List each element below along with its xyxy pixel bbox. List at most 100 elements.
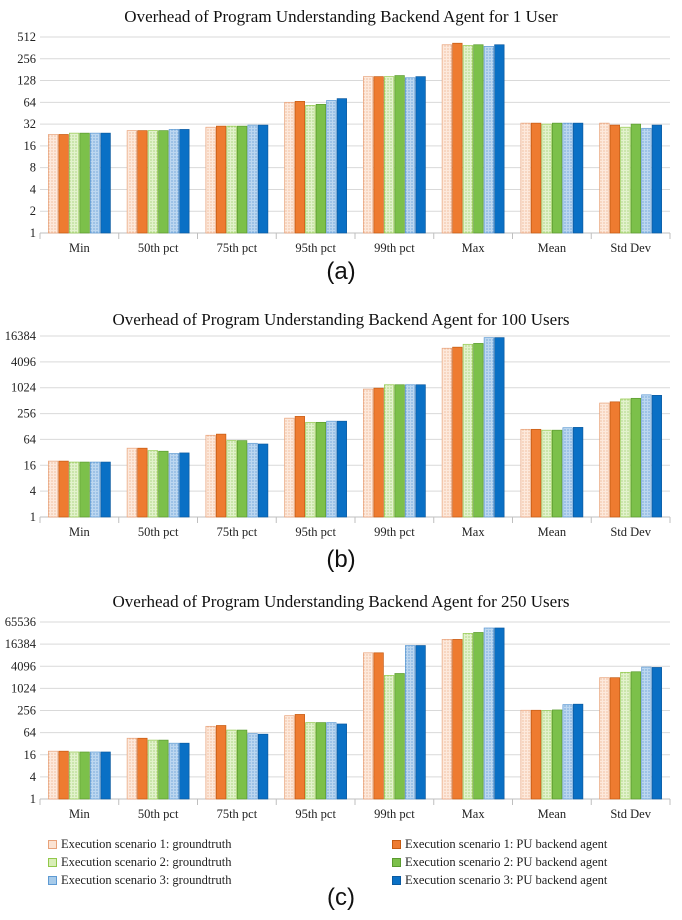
y-tick-label: 256 [17,407,36,421]
bar [137,130,148,234]
bar [573,427,584,518]
bar [216,433,227,518]
bar [58,750,69,800]
bar [541,429,552,518]
bar [620,126,631,234]
legend-item: Execution scenario 1: PU backend agent [392,837,607,852]
y-tick-label: 1 [30,792,36,806]
bar [58,460,69,518]
panel-a-label: (a) [326,258,356,285]
bar [405,645,416,800]
bar [205,126,216,234]
bar [247,442,258,518]
bar [326,100,337,234]
bar [90,461,101,518]
bar [415,76,426,234]
legend-label: Execution scenario 2: PU backend agent [405,855,608,869]
x-tick-label: Max [462,807,486,821]
x-tick-label: Min [69,525,91,539]
bar [373,387,384,518]
bar [79,461,90,518]
bar [573,122,584,234]
bar [90,132,101,234]
bar [179,452,190,518]
bar [620,671,631,800]
bar [79,751,90,800]
bar [294,714,305,800]
legend-swatch [48,858,57,867]
x-tick-label: 95th pct [295,807,336,821]
bar [58,134,69,234]
bar [641,666,652,800]
bar [258,443,269,518]
bar [158,130,169,234]
bar [384,675,395,800]
bar [641,127,652,234]
x-tick-label: 50th pct [138,807,179,821]
bar [90,751,101,800]
legend-swatch [392,876,401,885]
y-tick-label: 16 [24,748,37,762]
bar [284,101,295,234]
bar [441,639,452,800]
x-tick-label: Mean [538,807,567,821]
bar [473,343,484,518]
x-tick-label: 99th pct [374,241,415,255]
bar [315,104,326,234]
y-tick-label: 4 [30,770,37,784]
y-tick-label: 16384 [5,637,37,651]
legend-swatch [392,840,401,849]
bar [394,673,405,800]
y-tick-label: 256 [17,704,36,718]
bar [373,652,384,800]
x-tick-label: 99th pct [374,525,415,539]
x-tick-label: 99th pct [374,807,415,821]
x-tick-label: 50th pct [138,241,179,255]
bar [462,45,473,234]
bar [179,742,190,800]
bar [48,750,59,800]
bar [394,384,405,518]
bar [284,417,295,518]
bar [473,44,484,234]
bar [552,429,563,518]
bar [494,44,505,234]
bar [405,384,416,518]
bar [494,337,505,518]
y-tick-label: 1024 [11,681,37,695]
legend-label: Execution scenario 1: PU backend agent [405,837,608,851]
bar [473,632,484,800]
bar [483,627,494,800]
bar [226,729,237,800]
bar [294,416,305,518]
bar [599,122,610,234]
y-tick-label: 64 [24,95,37,109]
x-tick-label: Std Dev [610,241,651,255]
bar [609,677,620,800]
y-tick-label: 4096 [11,355,36,369]
bar [630,671,641,800]
y-tick-label: 4096 [11,659,36,673]
bar [541,710,552,800]
bar [284,715,295,800]
bar [247,124,258,234]
bar [147,450,158,518]
bar [69,751,80,800]
x-tick-label: 95th pct [295,525,336,539]
y-tick-label: 8 [30,161,36,175]
bar [599,677,610,800]
x-tick-label: Min [69,241,91,255]
bar [483,337,494,518]
x-tick-label: 75th pct [217,525,258,539]
panel-b-label: (b) [326,546,356,573]
bar [48,134,59,234]
chart-title: Overhead of Program Understanding Backen… [113,592,570,611]
legend-item: Execution scenario 2: PU backend agent [392,855,607,870]
legend-item: Execution scenario 3: groundtruth [48,873,231,888]
bar [126,447,137,518]
bar [363,388,374,518]
bar [326,722,337,800]
bar [541,123,552,234]
bar [315,722,326,800]
